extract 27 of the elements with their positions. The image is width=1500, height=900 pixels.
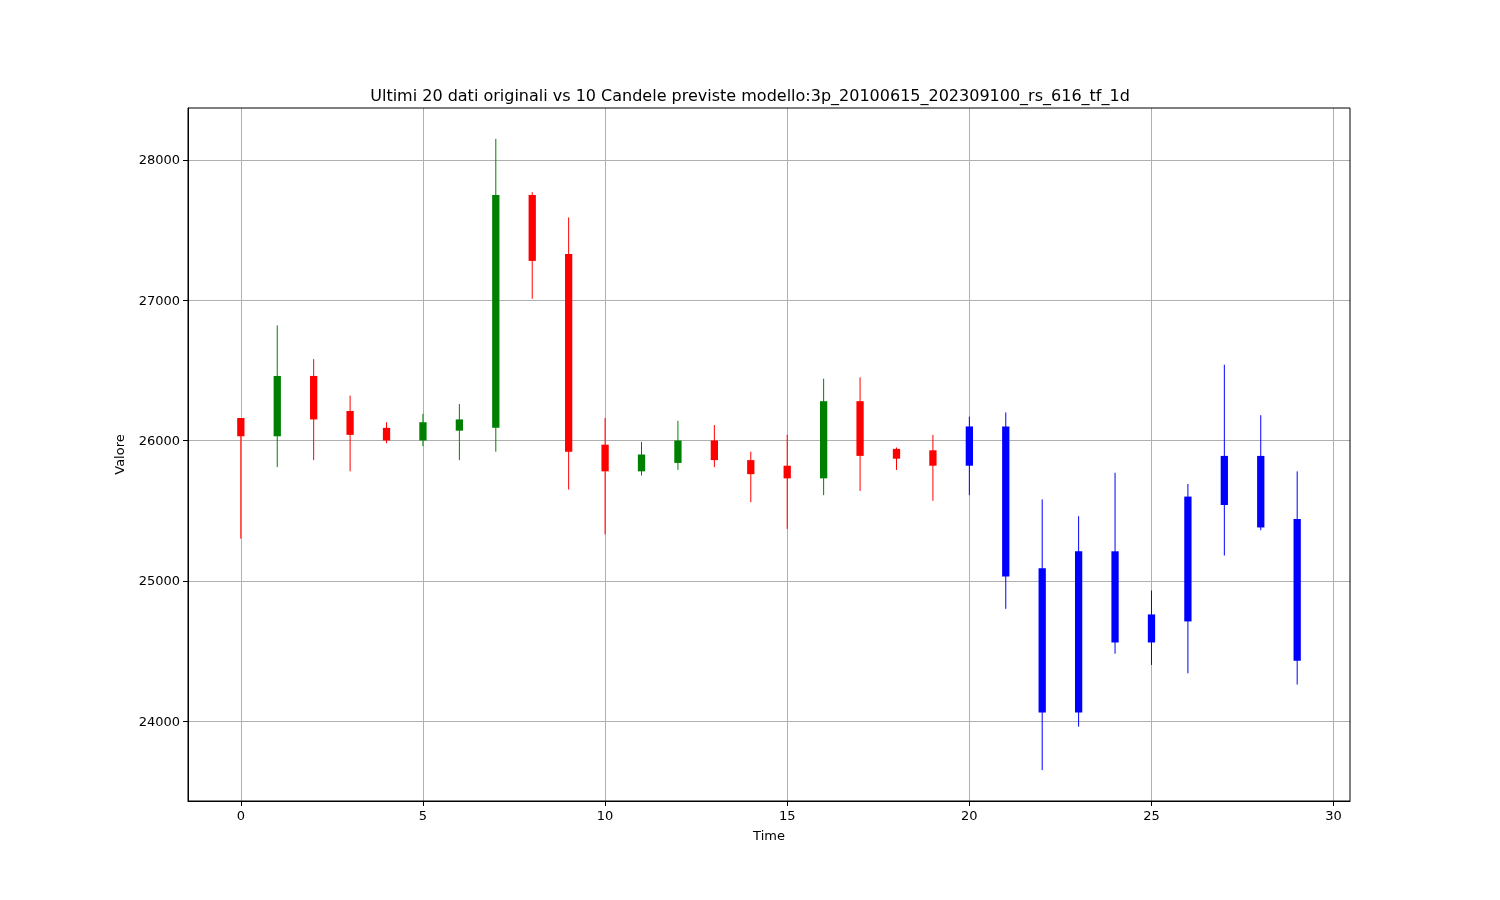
candlestick bbox=[674, 420, 682, 471]
candlestick bbox=[419, 413, 427, 447]
y-tick-label: 26000 bbox=[138, 432, 180, 448]
x-tick-label: 0 bbox=[236, 808, 245, 823]
x-tick-label: 15 bbox=[778, 808, 796, 823]
candlestick bbox=[637, 441, 646, 477]
x-tick-label: 5 bbox=[418, 808, 428, 823]
y-tick-label: 24000 bbox=[138, 713, 180, 729]
candlestick bbox=[747, 451, 755, 503]
x-tick-label: 25 bbox=[1143, 808, 1160, 823]
candlestick bbox=[929, 434, 937, 502]
x-tick-label: 30 bbox=[1325, 808, 1342, 823]
x-tick-label: 10 bbox=[596, 808, 614, 823]
y-tick-label: 25000 bbox=[138, 573, 180, 589]
y-axis-title: Valore bbox=[112, 434, 127, 475]
candlestick bbox=[892, 446, 901, 471]
candlestick bbox=[783, 434, 791, 530]
candlestick bbox=[710, 424, 718, 468]
chart-title: Ultimi 20 dati originali vs 10 Candele previste modello:3p_20100615_202309100_rs_616_tf_1d bbox=[370, 85, 1130, 106]
candlestick bbox=[346, 395, 354, 472]
y-tick-label: 27000 bbox=[138, 292, 180, 308]
candlestick bbox=[455, 403, 464, 461]
y-tick-label: 28000 bbox=[138, 152, 180, 168]
candlestick bbox=[237, 417, 245, 540]
candlestick bbox=[382, 421, 391, 444]
x-axis-title: Time bbox=[752, 828, 785, 843]
x-tick-label: 20 bbox=[961, 808, 978, 823]
